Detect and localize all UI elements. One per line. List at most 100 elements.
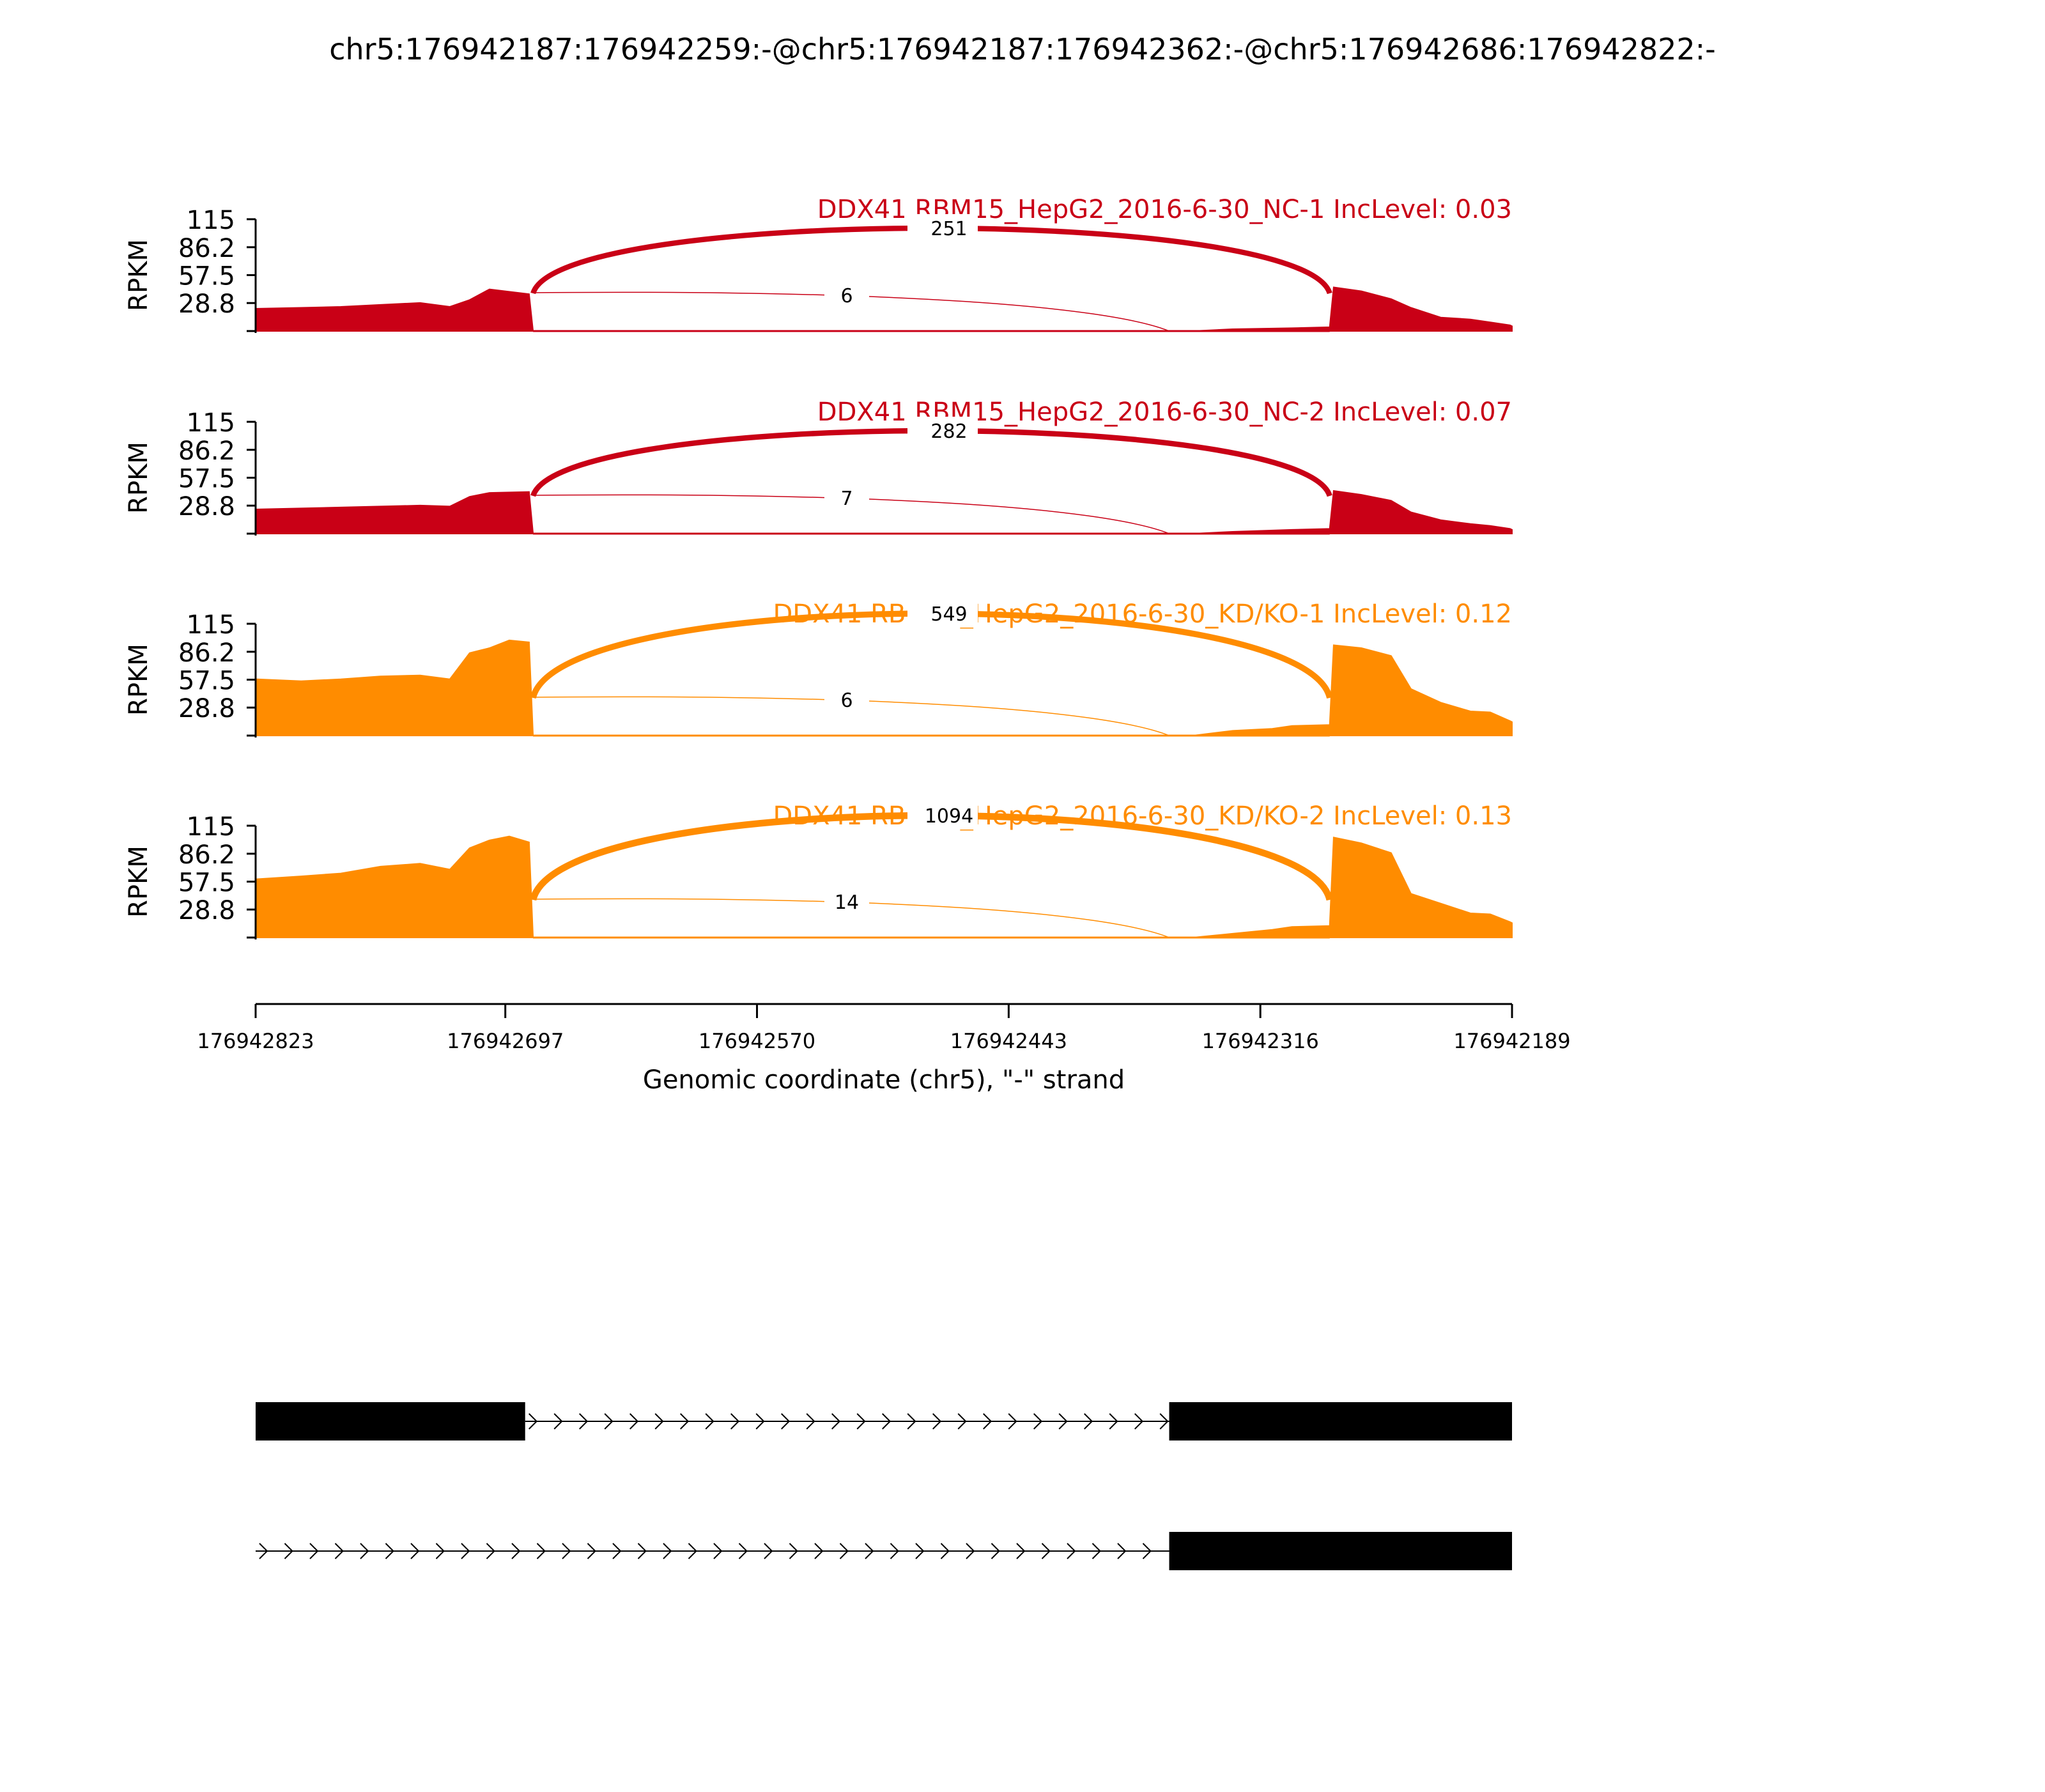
strand-arrow [940,1543,950,1559]
junction-arc-minor [533,291,1169,332]
y-tick-label: 115 [187,206,235,235]
strand-arrow [738,1543,748,1559]
strand-arrow [637,1543,647,1559]
strand-arrow [1067,1543,1076,1559]
coverage-area [255,639,1513,736]
strand-arrow [865,1543,874,1559]
strand-arrow [983,1413,992,1430]
y-axis-label: RPKM [124,239,153,311]
strand-arrow [385,1543,394,1559]
junction-label-box-minor [824,688,869,712]
junction-label-box-minor [824,890,869,914]
strand-arrow [309,1543,319,1559]
x-axis-label: Genomic coordinate (chr5), "-" strand [643,1065,1125,1095]
y-tick-label: 115 [187,812,235,842]
x-tick-label: 176942316 [1202,1029,1319,1053]
strand-arrow [882,1413,891,1430]
transcript-1 [256,1402,1512,1441]
y-tick-label: 86.2 [178,436,235,466]
transcript-2 [256,1532,1512,1570]
strand-arrow [688,1543,697,1559]
strand-arrow [1041,1543,1051,1559]
junction-count: 251 [930,218,967,240]
y-tick-label: 86.2 [178,638,235,668]
strand-arrow [629,1413,639,1430]
strand-arrow [839,1543,849,1559]
y-axis-label: RPKM [124,846,153,918]
junction-count-minor: 6 [840,285,853,307]
strand-arrow [1008,1413,1017,1430]
junction-label-box-minor [824,486,869,510]
strand-arrow [1109,1413,1118,1430]
junction-count-minor: 14 [835,892,859,914]
strand-arrow [755,1413,765,1430]
y-tick-label: 57.5 [178,869,235,898]
junction-arc-minor [533,494,1169,534]
strand-arrow [915,1543,925,1559]
y-tick-label: 57.5 [178,667,235,696]
strand-arrow [1016,1543,1026,1559]
strand-arrow [360,1543,369,1559]
y-axis-label: RPKM [124,442,153,514]
strand-arrow [1092,1543,1101,1559]
strand-arrow [705,1413,714,1430]
coverage-area [255,835,1513,938]
y-axis-label: RPKM [124,644,153,716]
strand-arrow [1117,1543,1127,1559]
exon-block [1169,1532,1512,1570]
strand-arrow [604,1413,614,1430]
junction-label-box-minor [824,283,869,307]
strand-arrow [553,1413,563,1430]
x-tick-label: 176942189 [1453,1029,1570,1053]
strand-arrow [781,1413,791,1430]
strand-arrow [334,1543,344,1559]
coverage-area [255,286,1513,332]
strand-arrow [932,1413,942,1430]
junction-count-minor: 6 [840,690,853,712]
strand-arrow [562,1543,571,1559]
y-tick-label: 28.8 [178,694,235,723]
strand-arrow [1159,1413,1169,1430]
strand-arrow [991,1543,1000,1559]
strand-arrow [1033,1413,1043,1430]
coverage-area [255,490,1513,534]
x-tick-label: 176942697 [447,1029,564,1053]
junction-label-box [907,214,978,242]
y-tick-label: 57.5 [178,262,235,291]
junction-count: 282 [930,421,967,443]
strand-arrow [461,1543,470,1559]
x-tick-label: 176942823 [197,1029,314,1053]
strand-arrow [1142,1543,1152,1559]
strand-arrow [966,1543,975,1559]
chart-title: chr5:176942187:176942259:-@chr5:17694218… [329,32,1716,66]
strand-arrow [663,1543,672,1559]
strand-arrow [806,1413,815,1430]
strand-arrow [856,1413,866,1430]
junction-label-box [907,599,978,628]
strand-arrow [259,1543,268,1559]
strand-arrow [907,1413,916,1430]
strand-arrow [536,1543,546,1559]
y-tick-label: 86.2 [178,840,235,870]
strand-arrow [814,1543,824,1559]
strand-arrow [680,1413,690,1430]
y-tick-label: 28.8 [178,492,235,521]
junction-arc-minor [533,696,1169,736]
y-tick-label: 115 [187,610,235,640]
strand-arrow [730,1413,740,1430]
strand-arrow [957,1413,967,1430]
junction-count-minor: 7 [840,488,853,510]
strand-arrow [764,1543,773,1559]
strand-arrow [789,1543,798,1559]
x-tick-label: 176942443 [950,1029,1067,1053]
junction-count: 1094 [925,805,973,828]
strand-arrow [587,1543,596,1559]
strand-arrow [890,1543,899,1559]
strand-arrow [1058,1413,1068,1430]
